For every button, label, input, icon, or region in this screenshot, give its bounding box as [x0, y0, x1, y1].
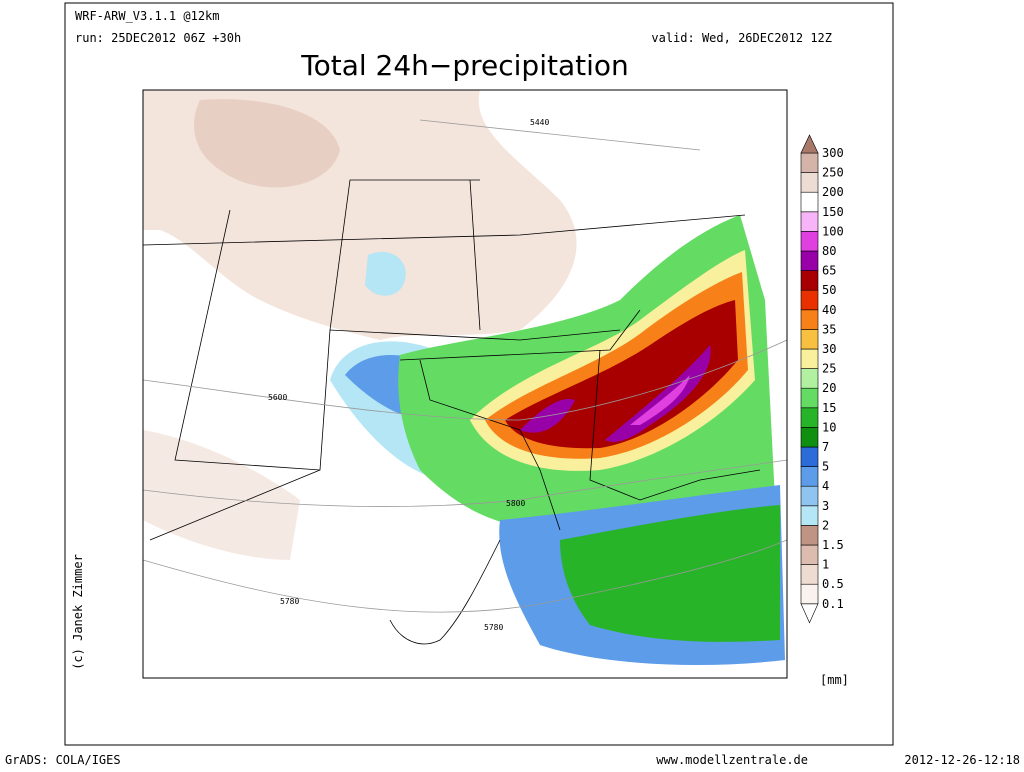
credit: (c) Janek Zimmer — [71, 554, 85, 670]
legend-swatch — [800, 289, 819, 311]
run-label: run: 25DEC2012 06Z +30h — [75, 31, 241, 45]
legend-swatch — [800, 525, 819, 546]
legend-swatch — [800, 505, 819, 526]
contour-label: 5780 — [484, 623, 503, 632]
legend: 0.1 0.5 1 1.5 2 3 4 5 7 10 15 20 25 30 35 40 50 65 80 100 15… — [800, 134, 844, 624]
map-frame — [142, 89, 788, 679]
footer-website: www.modellzentrale.de — [656, 753, 808, 767]
title: Total 24h−precipitation — [300, 49, 629, 82]
legend-swatch — [800, 329, 819, 350]
legend-label: 250 — [822, 166, 844, 180]
legend-label: 15 — [822, 401, 836, 415]
legend-swatch — [800, 544, 819, 565]
legend-label: 5 — [822, 460, 829, 474]
legend-label: 1.5 — [822, 538, 844, 552]
legend-swatch — [800, 368, 819, 389]
legend-swatch — [800, 250, 819, 271]
contour-label: 5600 — [268, 393, 287, 402]
rain-area — [365, 251, 406, 296]
contour-label: 5440 — [530, 118, 549, 127]
legend-swatch — [800, 270, 819, 291]
legend-swatch — [800, 134, 819, 154]
light-precip — [143, 430, 300, 560]
legend-label: 300 — [822, 146, 844, 160]
legend-swatch — [800, 407, 819, 428]
valid-label: valid: Wed, 26DEC2012 12Z — [651, 31, 832, 45]
legend-label: 65 — [822, 264, 836, 278]
light-precip — [194, 99, 340, 188]
legend-label: 35 — [822, 322, 836, 336]
legend-label: 150 — [822, 205, 844, 219]
rain-area — [605, 345, 711, 442]
legend-swatch — [800, 583, 819, 605]
legend-swatch — [800, 152, 819, 173]
legend-swatch — [800, 427, 819, 448]
height-contours — [143, 119, 787, 613]
legend-label: 100 — [822, 224, 844, 238]
footer-software: GrADS: COLA/IGES — [5, 753, 121, 767]
legend-label: 3 — [822, 499, 829, 513]
borders — [143, 179, 761, 645]
legend-swatch — [800, 309, 819, 330]
model-label: WRF-ARW_V3.1.1 @12km — [75, 9, 220, 23]
legend-label: 50 — [822, 283, 836, 297]
legend-swatch — [800, 564, 819, 585]
legend-label: 80 — [822, 244, 836, 258]
legend-label: 40 — [822, 303, 836, 317]
legend-label: 30 — [822, 342, 836, 356]
legend-label: 0.5 — [822, 577, 844, 591]
frame — [64, 2, 894, 746]
legend-swatch — [800, 211, 819, 232]
legend-label: 25 — [822, 362, 836, 376]
legend-swatch — [800, 446, 819, 467]
legend-swatch — [800, 191, 819, 213]
legend-label: 1 — [822, 558, 829, 572]
contour-label: 5800 — [506, 499, 525, 508]
legend-swatch — [800, 485, 819, 507]
legend-label: 20 — [822, 381, 836, 395]
rain-area — [560, 505, 780, 642]
legend-swatch — [800, 231, 819, 252]
legend-label: 200 — [822, 185, 844, 199]
legend-swatch — [800, 387, 819, 409]
legend-label: 10 — [822, 420, 836, 434]
legend-swatch — [800, 603, 819, 624]
legend-label: 7 — [822, 440, 829, 454]
legend-swatch — [800, 348, 819, 369]
legend-swatch — [800, 466, 819, 487]
legend-label: 2 — [822, 518, 829, 532]
legend-unit: [mm] — [820, 673, 849, 687]
legend-label: 0.1 — [822, 597, 844, 611]
legend-swatch — [800, 172, 819, 193]
map: 5440 5600 5800 5780 5780 — [142, 89, 788, 679]
footer-timestamp: 2012-12-26-12:18 — [904, 753, 1020, 767]
legend-label: 4 — [822, 479, 829, 493]
contour-label: 5780 — [280, 597, 299, 606]
